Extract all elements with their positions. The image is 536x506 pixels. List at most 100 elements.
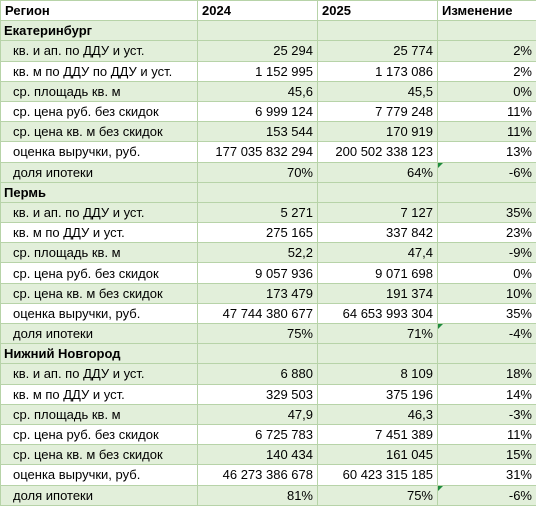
cell-change[interactable]: 18% <box>438 364 536 384</box>
cell-2025[interactable]: 7 451 389 <box>318 424 438 444</box>
cell-metric[interactable]: ср. цена кв. м без скидок <box>1 445 198 465</box>
cell-2024[interactable]: 81% <box>198 485 318 505</box>
cell-metric[interactable]: ср. площадь кв. м <box>1 81 198 101</box>
cell-2024[interactable]: 173 479 <box>198 283 318 303</box>
cell-2024[interactable]: 329 503 <box>198 384 318 404</box>
cell-2025[interactable]: 60 423 315 185 <box>318 465 438 485</box>
cell-change[interactable]: -4% <box>438 324 536 344</box>
cell-2024[interactable]: 45,6 <box>198 81 318 101</box>
header-cell-change[interactable]: Изменение <box>438 1 536 21</box>
cell-2024[interactable]: 1 152 995 <box>198 61 318 81</box>
cell-metric[interactable]: ср. площадь кв. м <box>1 243 198 263</box>
cell-change[interactable]: 31% <box>438 465 536 485</box>
cell-2025[interactable]: 75% <box>318 485 438 505</box>
cell-metric[interactable]: ср. площадь кв. м <box>1 404 198 424</box>
cell-2025[interactable]: 1 173 086 <box>318 61 438 81</box>
cell-2025[interactable]: 170 919 <box>318 122 438 142</box>
cell-2025[interactable]: 7 127 <box>318 202 438 222</box>
cell-2024[interactable]: 275 165 <box>198 223 318 243</box>
empty-cell[interactable] <box>438 182 536 202</box>
empty-cell[interactable] <box>318 21 438 41</box>
empty-cell[interactable] <box>438 344 536 364</box>
cell-change[interactable]: 13% <box>438 142 536 162</box>
cell-change[interactable]: 11% <box>438 424 536 444</box>
cell-change[interactable]: 15% <box>438 445 536 465</box>
cell-2025[interactable]: 47,4 <box>318 243 438 263</box>
empty-cell[interactable] <box>198 182 318 202</box>
cell-change[interactable]: 35% <box>438 303 536 323</box>
cell-2025[interactable]: 7 779 248 <box>318 101 438 121</box>
empty-cell[interactable] <box>198 344 318 364</box>
region-name-cell[interactable]: Нижний Новгород <box>1 344 198 364</box>
cell-metric[interactable]: ср. цена руб. без скидок <box>1 101 198 121</box>
region-name-cell[interactable]: Пермь <box>1 182 198 202</box>
cell-2025[interactable]: 64 653 993 304 <box>318 303 438 323</box>
header-cell-2025[interactable]: 2025 <box>318 1 438 21</box>
cell-2025[interactable]: 46,3 <box>318 404 438 424</box>
empty-cell[interactable] <box>318 344 438 364</box>
cell-2024[interactable]: 25 294 <box>198 41 318 61</box>
cell-2025[interactable]: 45,5 <box>318 81 438 101</box>
cell-change[interactable]: -3% <box>438 404 536 424</box>
cell-metric[interactable]: кв. и ап. по ДДУ и уст. <box>1 202 198 222</box>
cell-metric[interactable]: кв. м по ДДУ по ДДУ и уст. <box>1 61 198 81</box>
cell-2024[interactable]: 140 434 <box>198 445 318 465</box>
cell-2024[interactable]: 5 271 <box>198 202 318 222</box>
cell-2025[interactable]: 9 071 698 <box>318 263 438 283</box>
cell-2024[interactable]: 75% <box>198 324 318 344</box>
cell-2024[interactable]: 47,9 <box>198 404 318 424</box>
cell-change[interactable]: 35% <box>438 202 536 222</box>
cell-change[interactable]: -9% <box>438 243 536 263</box>
cell-metric[interactable]: ср. цена кв. м без скидок <box>1 122 198 142</box>
cell-2025[interactable]: 71% <box>318 324 438 344</box>
header-cell-region[interactable]: Регион <box>1 1 198 21</box>
cell-2024[interactable]: 6 725 783 <box>198 424 318 444</box>
cell-metric[interactable]: кв. и ап. по ДДУ и уст. <box>1 364 198 384</box>
empty-cell[interactable] <box>438 21 536 41</box>
cell-2024[interactable]: 6 999 124 <box>198 101 318 121</box>
cell-metric[interactable]: ср. цена кв. м без скидок <box>1 283 198 303</box>
cell-change[interactable]: 2% <box>438 41 536 61</box>
cell-2025[interactable]: 200 502 338 123 <box>318 142 438 162</box>
cell-2024[interactable]: 6 880 <box>198 364 318 384</box>
cell-2025[interactable]: 64% <box>318 162 438 182</box>
region-name-cell[interactable]: Екатеринбург <box>1 21 198 41</box>
cell-2025[interactable]: 25 774 <box>318 41 438 61</box>
cell-2024[interactable]: 153 544 <box>198 122 318 142</box>
cell-2025[interactable]: 191 374 <box>318 283 438 303</box>
cell-2024[interactable]: 46 273 386 678 <box>198 465 318 485</box>
cell-change[interactable]: 11% <box>438 101 536 121</box>
cell-2025[interactable]: 337 842 <box>318 223 438 243</box>
cell-2025[interactable]: 375 196 <box>318 384 438 404</box>
cell-2024[interactable]: 47 744 380 677 <box>198 303 318 323</box>
cell-metric[interactable]: доля ипотеки <box>1 485 198 505</box>
cell-change[interactable]: 23% <box>438 223 536 243</box>
cell-metric[interactable]: оценка выручки, руб. <box>1 465 198 485</box>
cell-metric[interactable]: оценка выручки, руб. <box>1 303 198 323</box>
cell-change[interactable]: 14% <box>438 384 536 404</box>
cell-change[interactable]: -6% <box>438 162 536 182</box>
cell-2024[interactable]: 9 057 936 <box>198 263 318 283</box>
cell-metric[interactable]: кв. и ап. по ДДУ и уст. <box>1 41 198 61</box>
cell-change[interactable]: 0% <box>438 263 536 283</box>
cell-2024[interactable]: 52,2 <box>198 243 318 263</box>
cell-2025[interactable]: 8 109 <box>318 364 438 384</box>
cell-2024[interactable]: 177 035 832 294 <box>198 142 318 162</box>
header-cell-2024[interactable]: 2024 <box>198 1 318 21</box>
cell-metric[interactable]: ср. цена руб. без скидок <box>1 424 198 444</box>
cell-metric[interactable]: ср. цена руб. без скидок <box>1 263 198 283</box>
cell-change[interactable]: 11% <box>438 122 536 142</box>
cell-metric[interactable]: кв. м по ДДУ и уст. <box>1 384 198 404</box>
cell-change[interactable]: -6% <box>438 485 536 505</box>
cell-metric[interactable]: доля ипотеки <box>1 162 198 182</box>
cell-metric[interactable]: оценка выручки, руб. <box>1 142 198 162</box>
cell-change[interactable]: 10% <box>438 283 536 303</box>
cell-metric[interactable]: доля ипотеки <box>1 324 198 344</box>
cell-change[interactable]: 0% <box>438 81 536 101</box>
cell-2024[interactable]: 70% <box>198 162 318 182</box>
empty-cell[interactable] <box>198 21 318 41</box>
cell-2025[interactable]: 161 045 <box>318 445 438 465</box>
cell-metric[interactable]: кв. м по ДДУ и уст. <box>1 223 198 243</box>
cell-change[interactable]: 2% <box>438 61 536 81</box>
empty-cell[interactable] <box>318 182 438 202</box>
